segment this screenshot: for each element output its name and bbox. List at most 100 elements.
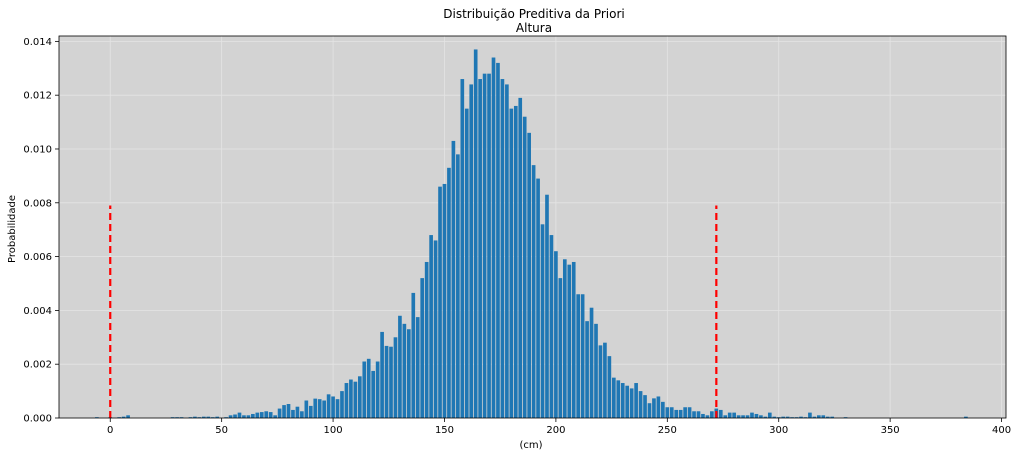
histogram-bar (464, 108, 469, 419)
x-tick-label: 100 (324, 425, 343, 436)
histogram-bar (300, 411, 304, 418)
histogram-bar (545, 194, 549, 418)
x-tick-label: 300 (769, 425, 788, 436)
histogram-bar (638, 391, 643, 418)
histogram-bar (371, 370, 376, 418)
x-tick-label: 400 (992, 425, 1011, 436)
histogram-bar (634, 383, 638, 418)
histogram-bar (562, 259, 567, 418)
histogram-bar (750, 412, 754, 418)
histogram-bar (478, 79, 482, 419)
histogram-bar (723, 415, 728, 418)
x-tick-label: 250 (658, 425, 677, 436)
histogram-bar (126, 415, 130, 418)
histogram-bar (210, 417, 215, 418)
histogram-bar (273, 415, 277, 418)
histogram-bar (647, 403, 652, 418)
histogram-bar (785, 416, 790, 418)
histogram-bar (629, 388, 634, 418)
histogram-bar (612, 377, 616, 418)
histogram-bar (442, 183, 447, 418)
histogram-bar (242, 415, 246, 418)
histogram-bar (710, 411, 714, 418)
histogram-bar (683, 407, 687, 418)
histogram-bar (727, 412, 732, 418)
histogram-bar (224, 417, 228, 418)
x-tick-label: 350 (881, 425, 900, 436)
x-axis-label: (cm) (519, 440, 542, 451)
plot-frame (58, 35, 1007, 419)
x-tick-label: 200 (546, 425, 565, 436)
histogram-bar (255, 412, 260, 418)
histogram-bar (830, 416, 835, 418)
histogram-bar (620, 383, 625, 418)
histogram-bar (375, 361, 380, 418)
histogram-bar (411, 292, 416, 418)
histogram-bar (558, 278, 563, 418)
histogram-bar (540, 224, 545, 418)
histogram-bar (678, 409, 683, 418)
histogram-bar (389, 346, 393, 418)
histogram-bar (277, 408, 282, 418)
histogram-bar (282, 405, 286, 418)
histogram-bar (331, 396, 335, 418)
histogram-bar (402, 323, 407, 418)
histogram-bar (603, 342, 607, 418)
histogram-bar (202, 416, 206, 418)
histogram-bar (259, 412, 264, 418)
histogram-bar (772, 416, 777, 418)
histogram-bar (286, 404, 291, 418)
histogram-bar (794, 417, 799, 418)
histogram-bar (491, 57, 496, 419)
histogram-bar (692, 411, 696, 418)
histogram-bar (790, 417, 794, 418)
histogram-bar (500, 79, 505, 419)
histogram-bar (616, 380, 621, 418)
histogram-bar (188, 417, 193, 418)
histogram-bar (117, 417, 121, 418)
histogram-bar (687, 407, 692, 418)
histogram-bar (732, 412, 736, 418)
histogram-bar (295, 406, 300, 418)
histogram-bar (531, 165, 536, 418)
histogram-bar (264, 411, 269, 418)
histogram-bar (808, 412, 812, 418)
histogram-bar (473, 49, 478, 418)
histogram-bar (460, 79, 465, 419)
histogram-bar (415, 317, 420, 418)
histogram-bar (580, 294, 585, 418)
y-tick-label: 0.004 (23, 306, 52, 317)
histogram-bar (482, 73, 487, 418)
histogram-bar (821, 415, 826, 418)
chart-title: Distribuição Preditiva da Priori (443, 7, 625, 21)
histogram-bar (696, 411, 701, 418)
histogram-bar (554, 251, 558, 418)
chart-subtitle: Altura (516, 21, 552, 35)
histogram-bar (625, 385, 630, 418)
histogram-bar (170, 417, 175, 418)
histogram-bar (317, 399, 322, 418)
histogram-bar (513, 105, 518, 418)
histogram-bar (759, 415, 763, 418)
x-tick-label: 0 (107, 425, 113, 436)
histogram-bar (340, 391, 344, 418)
histogram-bar (344, 383, 349, 418)
x-tick-label: 150 (435, 425, 454, 436)
histogram-bar (736, 415, 741, 418)
histogram-bar (509, 108, 514, 419)
histogram-bar (745, 415, 750, 418)
histogram-bar (776, 417, 781, 418)
histogram-bar (843, 417, 848, 418)
histogram-bar (643, 395, 647, 418)
histogram-bar (95, 417, 99, 418)
histogram-bar (964, 416, 968, 418)
histogram-bar (322, 400, 326, 418)
histogram-bar (237, 412, 242, 418)
histogram-bar (505, 84, 509, 418)
histogram-bar (451, 140, 456, 418)
histogram-bar (121, 416, 126, 418)
histogram-bar (353, 381, 358, 418)
histogram-bar (576, 294, 581, 418)
histogram-bar (393, 337, 398, 418)
